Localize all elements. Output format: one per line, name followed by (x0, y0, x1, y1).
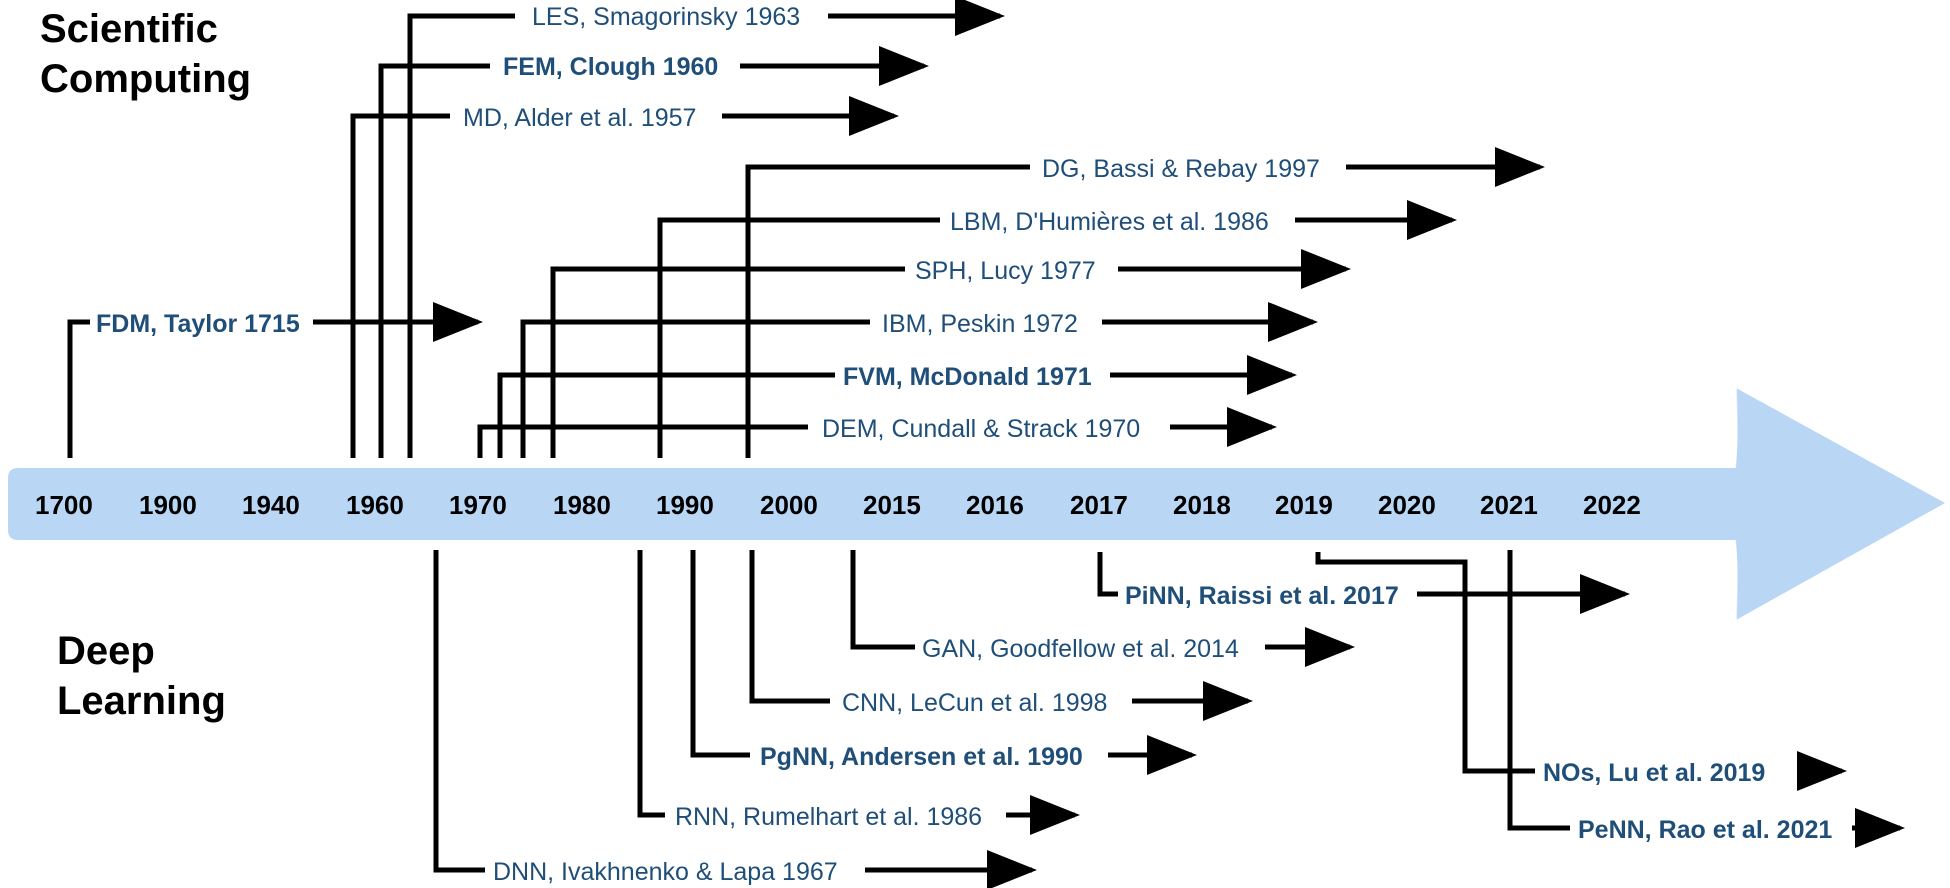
connector-cnn (749, 550, 830, 704)
connector-sph (550, 266, 905, 458)
connector-pgnn (690, 550, 750, 758)
timeline-arrow-highlight (1734, 387, 1738, 621)
section-title-scientific-line2: Computing (40, 57, 251, 101)
connector-penn (1507, 550, 1570, 831)
event-label-md: MD, Alder et al. 1957 (463, 104, 696, 132)
event-label-rnn: RNN, Rumelhart et al. 1986 (675, 803, 982, 831)
event-label-les: LES, Smagorinsky 1963 (532, 3, 800, 31)
year-label: 1960 (346, 490, 404, 520)
connector-gan (850, 550, 915, 650)
scientific-labels: LES, Smagorinsky 1963 FEM, Clough 1960 M… (96, 3, 1320, 443)
connector-nos (1315, 552, 1535, 774)
event-label-sph: SPH, Lucy 1977 (915, 257, 1096, 285)
section-title-deep-line2: Learning (57, 679, 226, 723)
connector-ibm (520, 319, 870, 458)
year-label: 1980 (553, 490, 611, 520)
year-label: 2017 (1070, 490, 1128, 520)
connector-les (407, 13, 515, 458)
connector-fdm (67, 319, 90, 458)
year-label: 2000 (760, 490, 818, 520)
event-label-dnn: DNN, Ivakhnenko & Lapa 1967 (493, 858, 838, 886)
year-label: 2016 (966, 490, 1024, 520)
event-label-lbm: LBM, D'Humières et al. 1986 (950, 208, 1269, 236)
event-label-ibm: IBM, Peskin 1972 (882, 310, 1078, 338)
event-label-penn: PeNN, Rao et al. 2021 (1578, 816, 1832, 844)
section-title-scientific-line1: Scientific (40, 7, 218, 51)
year-label: 2021 (1480, 490, 1538, 520)
connector-lbm (657, 217, 940, 458)
year-label: 1700 (35, 490, 93, 520)
event-label-cnn: CNN, LeCun et al. 1998 (842, 689, 1107, 717)
event-label-fvm: FVM, McDonald 1971 (843, 363, 1092, 391)
event-label-gan: GAN, Goodfellow et al. 2014 (922, 635, 1239, 663)
timeline-arrow (8, 388, 1945, 620)
event-label-nos: NOs, Lu et al. 2019 (1543, 759, 1765, 787)
scientific-connectors (67, 0, 1545, 458)
connector-pinn (1097, 552, 1118, 597)
connector-rnn (637, 550, 665, 818)
year-label: 2019 (1275, 490, 1333, 520)
event-label-fdm: FDM, Taylor 1715 (96, 310, 300, 338)
event-label-pinn: PiNN, Raissi et al. 2017 (1125, 582, 1399, 610)
connector-fvm (497, 372, 835, 458)
connector-dg (745, 164, 1030, 458)
year-labels: 1700 1900 1940 1960 1970 1980 1990 2000 … (35, 490, 1641, 520)
year-label: 1900 (139, 490, 197, 520)
year-label: 2015 (863, 490, 921, 520)
year-label: 2018 (1173, 490, 1231, 520)
deep-learning-labels: PiNN, Raissi et al. 2017 GAN, Goodfellow… (493, 582, 1832, 886)
connector-dem (477, 424, 808, 458)
connector-md (350, 113, 450, 458)
connector-fem (378, 63, 490, 458)
event-label-dem: DEM, Cundall & Strack 1970 (822, 415, 1140, 443)
event-label-fem: FEM, Clough 1960 (503, 53, 718, 81)
section-title-deep-line1: Deep (57, 629, 155, 673)
year-label: 1970 (449, 490, 507, 520)
connector-dnn (433, 550, 485, 873)
year-label: 1990 (656, 490, 714, 520)
year-label: 1940 (242, 490, 300, 520)
event-label-pgnn: PgNN, Andersen et al. 1990 (760, 743, 1083, 771)
year-label: 2022 (1583, 490, 1641, 520)
deep-learning-connectors (433, 550, 1905, 888)
event-label-dg: DG, Bassi & Rebay 1997 (1042, 155, 1320, 183)
year-label: 2020 (1378, 490, 1436, 520)
